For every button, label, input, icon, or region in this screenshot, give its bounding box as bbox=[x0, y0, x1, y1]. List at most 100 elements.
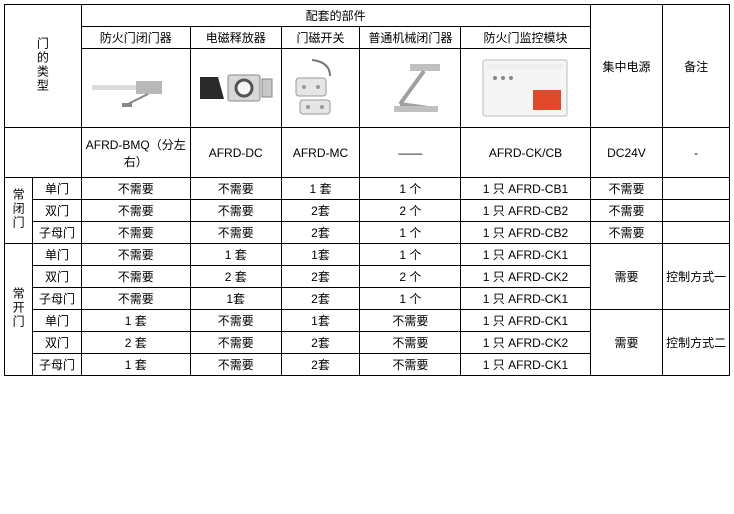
cell: 1 个 bbox=[360, 244, 461, 266]
cell: 1 套 bbox=[281, 178, 360, 200]
img-magswitch bbox=[281, 49, 360, 128]
cell: 2套 bbox=[281, 332, 360, 354]
cell: 不需要 bbox=[190, 310, 281, 332]
model-row-spacer bbox=[5, 128, 82, 178]
col-releaser: 电磁释放器 bbox=[190, 27, 281, 49]
cell: 1 只 AFRD-CK1 bbox=[461, 288, 590, 310]
table-row: 子母门 不需要 不需要 2套 1 个 1 只 AFRD-CB2 不需要 bbox=[5, 222, 730, 244]
img-closer bbox=[81, 49, 190, 128]
cell: 1 只 AFRD-CB2 bbox=[461, 222, 590, 244]
cell: 2套 bbox=[281, 222, 360, 244]
cell: 2套 bbox=[281, 354, 360, 376]
cell bbox=[663, 200, 730, 222]
sub-label: 单门 bbox=[33, 178, 81, 200]
table-row: 单门 1 套 不需要 1套 不需要 1 只 AFRD-CK1 需要 控制方式二 bbox=[5, 310, 730, 332]
cell: 不需要 bbox=[360, 332, 461, 354]
cell: 不需要 bbox=[360, 310, 461, 332]
remark-merged-2: 控制方式二 bbox=[663, 310, 730, 376]
img-releaser bbox=[190, 49, 281, 128]
col-mech: 普通机械闭门器 bbox=[360, 27, 461, 49]
cell: 不需要 bbox=[190, 222, 281, 244]
cell: 不需要 bbox=[360, 354, 461, 376]
cell: 1套 bbox=[281, 244, 360, 266]
cell: 1套 bbox=[281, 310, 360, 332]
cell: 1 套 bbox=[81, 354, 190, 376]
module-icon bbox=[475, 56, 575, 120]
cell: 2套 bbox=[281, 200, 360, 222]
cell: 1 套 bbox=[81, 310, 190, 332]
model-mech: —— bbox=[360, 128, 461, 178]
cell: 不需要 bbox=[590, 178, 663, 200]
remark-header: 备注 bbox=[663, 5, 730, 128]
cell: 不需要 bbox=[81, 266, 190, 288]
cell: 不需要 bbox=[190, 354, 281, 376]
cell: 不需要 bbox=[81, 178, 190, 200]
group-label-open: 常开门 bbox=[5, 244, 33, 376]
img-mech bbox=[360, 49, 461, 128]
cell: 2套 bbox=[281, 266, 360, 288]
cell: 2 套 bbox=[81, 332, 190, 354]
cell: 2 套 bbox=[190, 266, 281, 288]
table-row: 双门 不需要 不需要 2套 2 个 1 只 AFRD-CB2 不需要 bbox=[5, 200, 730, 222]
model-closer: AFRD-BMQ（分左右） bbox=[81, 128, 190, 178]
cell: 不需要 bbox=[190, 200, 281, 222]
cell: 2 个 bbox=[360, 266, 461, 288]
cell: 不需要 bbox=[81, 222, 190, 244]
sub-label: 子母门 bbox=[33, 288, 81, 310]
header-row-1: 门的类型 配套的部件 集中电源 备注 bbox=[5, 5, 730, 27]
cell: 1 只 AFRD-CB1 bbox=[461, 178, 590, 200]
sub-label: 双门 bbox=[33, 332, 81, 354]
group-label-text: 常开门 bbox=[10, 287, 27, 329]
cell: 不需要 bbox=[190, 332, 281, 354]
model-magswitch: AFRD-MC bbox=[281, 128, 360, 178]
cell: 1 只 AFRD-CK2 bbox=[461, 266, 590, 288]
sub-label: 双门 bbox=[33, 200, 81, 222]
sub-label: 子母门 bbox=[33, 354, 81, 376]
sub-label: 双门 bbox=[33, 266, 81, 288]
cell: 不需要 bbox=[81, 288, 190, 310]
group-label-closed: 常闭门 bbox=[5, 178, 33, 244]
door-type-header: 门的类型 bbox=[5, 5, 82, 128]
psu-merged-2: 需要 bbox=[590, 310, 663, 376]
model-row: AFRD-BMQ（分左右） AFRD-DC AFRD-MC —— AFRD-CK… bbox=[5, 128, 730, 178]
cell: 1 个 bbox=[360, 178, 461, 200]
sub-label: 单门 bbox=[33, 244, 81, 266]
cell: 1 只 AFRD-CK2 bbox=[461, 332, 590, 354]
door-type-label: 门的类型 bbox=[34, 37, 51, 93]
mech-icon bbox=[370, 58, 450, 118]
model-module: AFRD-CK/CB bbox=[461, 128, 590, 178]
cell: 1 只 AFRD-CB2 bbox=[461, 200, 590, 222]
col-magswitch: 门磁开关 bbox=[281, 27, 360, 49]
col-closer: 防火门闭门器 bbox=[81, 27, 190, 49]
cell: 1 套 bbox=[190, 244, 281, 266]
releaser-icon bbox=[194, 63, 278, 113]
cell bbox=[663, 222, 730, 244]
model-remark: - bbox=[663, 128, 730, 178]
magswitch-icon bbox=[286, 58, 356, 118]
cell: 1 个 bbox=[360, 288, 461, 310]
col-module: 防火门监控模块 bbox=[461, 27, 590, 49]
table-row: 常闭门 单门 不需要 不需要 1 套 1 个 1 只 AFRD-CB1 不需要 bbox=[5, 178, 730, 200]
sub-label: 子母门 bbox=[33, 222, 81, 244]
cell: 不需要 bbox=[81, 200, 190, 222]
components-header: 配套的部件 bbox=[81, 5, 590, 27]
cell: 不需要 bbox=[81, 244, 190, 266]
cell: 不需要 bbox=[590, 222, 663, 244]
cell: 1 个 bbox=[360, 222, 461, 244]
cell: 1 只 AFRD-CK1 bbox=[461, 244, 590, 266]
group-label-text: 常闭门 bbox=[10, 188, 27, 230]
cell bbox=[663, 178, 730, 200]
remark-merged-1: 控制方式一 bbox=[663, 244, 730, 310]
cell: 1 只 AFRD-CK1 bbox=[461, 310, 590, 332]
cell: 2套 bbox=[281, 288, 360, 310]
cell: 不需要 bbox=[590, 200, 663, 222]
psu-header: 集中电源 bbox=[590, 5, 663, 128]
closer-icon bbox=[86, 63, 186, 113]
cell: 不需要 bbox=[190, 178, 281, 200]
table-row: 常开门 单门 不需要 1 套 1套 1 个 1 只 AFRD-CK1 需要 控制… bbox=[5, 244, 730, 266]
sub-label: 单门 bbox=[33, 310, 81, 332]
model-releaser: AFRD-DC bbox=[190, 128, 281, 178]
img-module bbox=[461, 49, 590, 128]
cell: 1 只 AFRD-CK1 bbox=[461, 354, 590, 376]
cell: 1套 bbox=[190, 288, 281, 310]
